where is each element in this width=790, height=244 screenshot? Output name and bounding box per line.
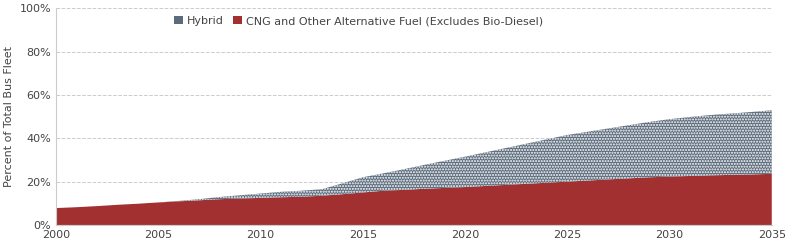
Y-axis label: Percent of Total Bus Fleet: Percent of Total Bus Fleet: [4, 46, 14, 187]
Legend: Hybrid, CNG and Other Alternative Fuel (Excludes Bio-Diesel): Hybrid, CNG and Other Alternative Fuel (…: [173, 15, 544, 27]
